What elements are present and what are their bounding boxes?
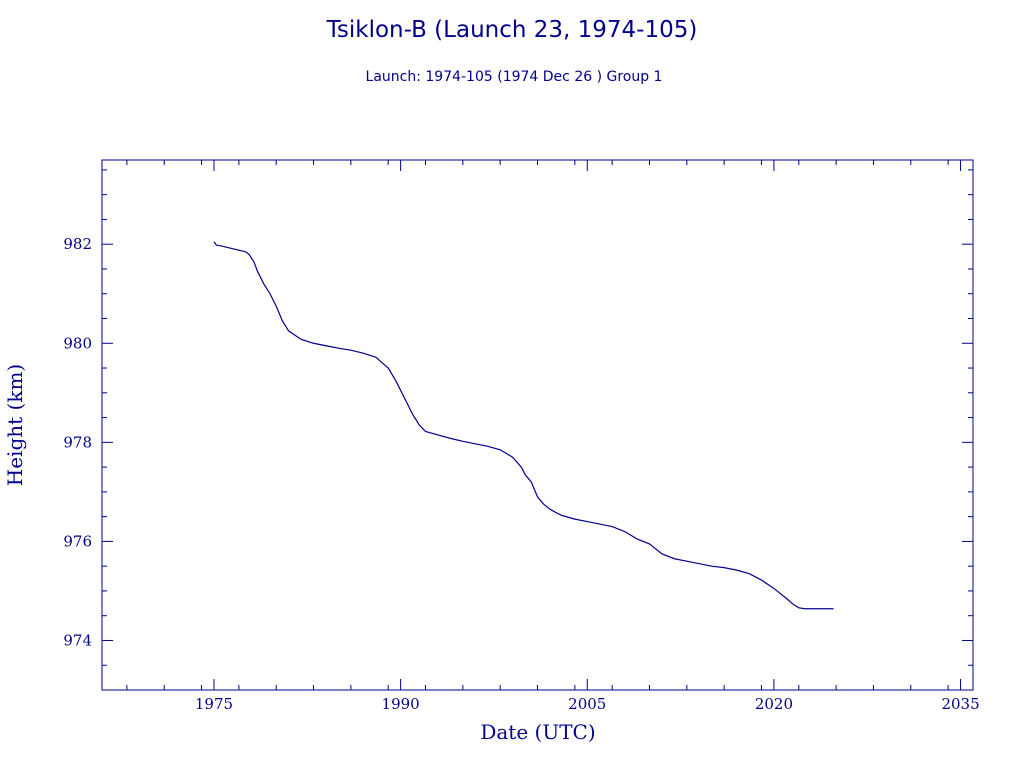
x-tick-label: 2005	[568, 695, 606, 713]
x-tick-label: 1990	[382, 695, 420, 713]
y-tick-label: 982	[63, 235, 92, 253]
y-tick-label: 978	[63, 433, 92, 451]
y-tick-label: 976	[63, 532, 92, 550]
minor-ticks	[102, 160, 973, 691]
x-tick-label: 2035	[941, 695, 979, 713]
plot-frame	[101, 159, 974, 691]
x-tick-label: 1975	[195, 695, 233, 713]
x-axis-label: Date (UTC)	[480, 720, 595, 744]
y-axis-label: Height (km)	[3, 364, 27, 486]
y-tick-labels: 974 976 978 980 982	[63, 235, 92, 649]
chart-subtitle: Launch: 1974-105 (1974 Dec 26 ) Group 1	[366, 69, 663, 85]
y-tick-label: 974	[63, 631, 92, 649]
x-tick-labels: 1975 1990 2005 2020 2035	[195, 695, 980, 713]
series-line-height	[213, 241, 834, 610]
chart-title: Tsiklon-B (Launch 23, 1974-105)	[326, 17, 698, 43]
x-tick-label: 2020	[755, 695, 793, 713]
y-tick-label: 980	[63, 334, 92, 352]
major-ticks	[102, 160, 973, 690]
